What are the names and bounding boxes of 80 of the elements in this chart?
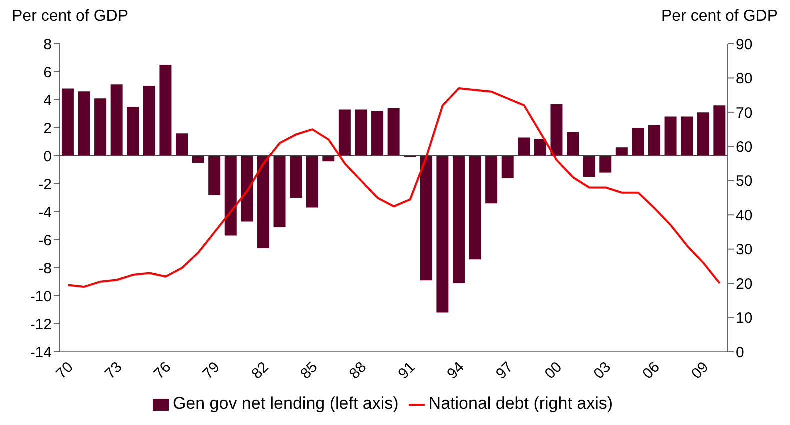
y2-tick-label: 80 xyxy=(736,70,753,88)
bar xyxy=(62,88,74,156)
bar xyxy=(372,111,384,156)
bar xyxy=(632,128,644,156)
bar xyxy=(78,92,90,156)
x-tick-label: 06 xyxy=(640,358,664,383)
y-tick-label: 4 xyxy=(44,92,52,110)
x-tick-label: 82 xyxy=(248,358,272,383)
y2-tick-label: 90 xyxy=(736,36,753,54)
y-tick-label: -10 xyxy=(30,288,52,306)
x-tick-label: 94 xyxy=(444,358,468,383)
bar xyxy=(355,110,368,156)
x-tick-label: 85 xyxy=(297,358,322,383)
bar xyxy=(502,156,514,178)
y2-tick-label: 20 xyxy=(736,276,753,293)
x-tick-label: 70 xyxy=(53,358,77,383)
bar xyxy=(192,156,204,163)
bar xyxy=(550,104,563,156)
bar xyxy=(143,86,156,156)
y2-tick-label: 40 xyxy=(736,207,753,224)
bar xyxy=(567,132,580,156)
y-tick-label: -6 xyxy=(38,232,52,250)
x-tick-label: 97 xyxy=(492,358,517,383)
bar xyxy=(274,156,286,228)
x-tick-label: 73 xyxy=(102,358,126,383)
y2-tick-label: 10 xyxy=(736,310,753,328)
line-series xyxy=(67,87,721,288)
legend-label: Gen gov net lending (left axis) xyxy=(172,394,399,413)
bar xyxy=(714,106,726,156)
bar xyxy=(486,156,498,204)
bar xyxy=(241,156,254,222)
bar xyxy=(208,156,221,196)
bar xyxy=(452,156,465,284)
bar xyxy=(534,139,546,156)
x-tick-label: 76 xyxy=(150,358,175,383)
y2-axis-title: Per cent of GDP xyxy=(662,8,778,26)
bar xyxy=(420,156,432,281)
y-tick-label: -8 xyxy=(38,260,52,278)
y-tick-label: -14 xyxy=(30,344,52,362)
legend-label: National debt (right axis) xyxy=(428,394,614,413)
bar xyxy=(697,112,710,156)
bar xyxy=(436,156,449,313)
y-tick-label: -2 xyxy=(38,176,52,194)
bar xyxy=(388,108,400,156)
bar xyxy=(306,156,318,208)
y2-tick-label: 70 xyxy=(736,104,753,122)
bar xyxy=(176,134,188,156)
bar xyxy=(518,138,530,156)
bar xyxy=(616,148,628,156)
bar xyxy=(648,125,660,156)
y-axis-title: Per cent of GDP xyxy=(12,8,128,26)
x-tick-label: 00 xyxy=(542,358,566,383)
y2-tick-label: 30 xyxy=(736,242,753,259)
y-tick-label: 8 xyxy=(44,36,52,54)
y2-tick-label: 50 xyxy=(736,173,753,190)
bar xyxy=(160,65,172,156)
x-tick-label: 91 xyxy=(395,358,420,383)
bar xyxy=(224,156,237,236)
y2-tick-label: 0 xyxy=(736,344,744,362)
y-tick-label: 0 xyxy=(44,148,52,166)
bar xyxy=(127,107,140,156)
bar xyxy=(110,84,123,156)
y-tick-label: 6 xyxy=(44,64,52,82)
bar xyxy=(257,156,270,248)
y-tick-label: 2 xyxy=(44,120,52,138)
bar xyxy=(583,156,596,177)
bar xyxy=(469,156,482,260)
x-tick-label: 79 xyxy=(200,358,224,383)
bar xyxy=(338,110,351,156)
y2-tick-label: 60 xyxy=(736,138,753,156)
bar xyxy=(600,156,612,173)
bar xyxy=(94,98,107,156)
x-tick-label: 03 xyxy=(590,358,615,383)
y-tick-label: -4 xyxy=(38,204,52,222)
bar xyxy=(681,116,694,156)
bar xyxy=(664,116,677,156)
y-tick-label: -12 xyxy=(30,316,52,334)
x-tick-label: 88 xyxy=(346,358,370,383)
bar xyxy=(290,156,302,198)
x-tick-label: 09 xyxy=(688,358,712,383)
